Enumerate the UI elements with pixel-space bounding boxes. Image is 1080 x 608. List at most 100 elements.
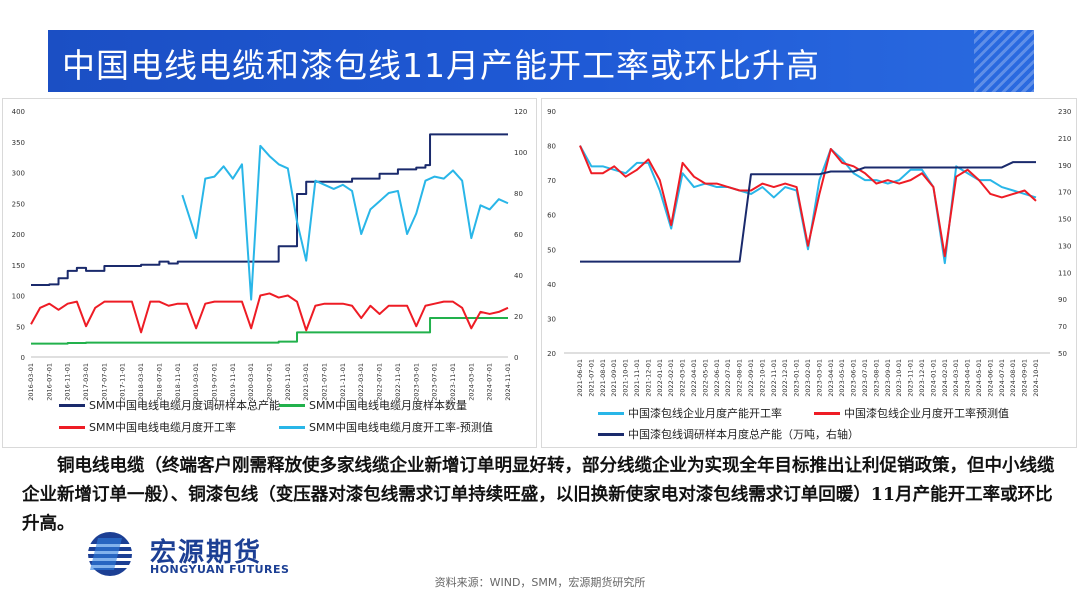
x-tick-label: 2020-07-01 xyxy=(266,363,274,401)
x-tick-label: 2024-05-01 xyxy=(975,359,983,397)
x-tick-label: 2021-07-01 xyxy=(321,363,329,401)
x-tick-label: 2017-03-01 xyxy=(82,363,90,401)
y-right-tick-label: 0 xyxy=(514,354,518,362)
y-left-tick-label: 90 xyxy=(547,108,556,116)
x-tick-label: 2021-10-01 xyxy=(622,359,630,397)
chart-panel-enameled-wire: 20 30 40 50 60 70 80 90 50 70 90 110 130 150 170 190 210… xyxy=(541,98,1077,448)
x-tick-label: 2024-03-01 xyxy=(952,359,960,397)
x-tick-label: 2024-07-01 xyxy=(486,363,494,401)
x-tick-label: 2022-09-01 xyxy=(747,359,755,397)
x-tick-label: 2022-10-01 xyxy=(758,359,766,397)
y-right-tick-label: 190 xyxy=(1058,162,1071,170)
series-line-2 xyxy=(30,292,509,334)
legend-item-enameled-forecast: 中国漆包线企业月度开工率预测值 xyxy=(814,405,1009,421)
x-tick-label: 2022-02-01 xyxy=(667,359,675,397)
x-tick-label: 2016-03-01 xyxy=(27,363,35,401)
x-tick-label: 2023-03-01 xyxy=(412,363,420,401)
x-tick-label: 2016-11-01 xyxy=(64,363,72,401)
y-right-tick-label: 120 xyxy=(514,108,527,116)
legend-label: SMM中国电线电缆月度调研样本总产能 xyxy=(89,399,280,412)
y-right-tick-label: 150 xyxy=(1058,216,1071,224)
y-left-tick-label: 0 xyxy=(21,354,25,362)
x-tick-label: 2023-10-01 xyxy=(895,359,903,397)
x-tick-label: 2023-07-01 xyxy=(431,363,439,401)
x-tick-label: 2023-11-01 xyxy=(449,363,457,401)
y-right-tick-label: 170 xyxy=(1058,189,1071,197)
y-right-tick-label: 210 xyxy=(1058,135,1071,143)
logo-name: 宏源期货 xyxy=(150,538,263,568)
x-tick-label: 2023-03-01 xyxy=(815,359,823,397)
chart-wire-cable: 0 50 100 150 200 250 300 350 400 0 20 40 60 80 100 120 2… xyxy=(12,108,528,401)
x-tick-label: 2018-07-01 xyxy=(155,363,163,401)
x-tick-label: 2022-01-01 xyxy=(656,359,664,397)
chart-panel-wire-cable: 0 50 100 150 200 250 300 350 400 0 20 40 60 80 100 120 2… xyxy=(2,98,537,448)
legend-item-capacity: SMM中国电线电缆月度调研样本总产能 xyxy=(59,397,280,413)
x-tick-label: 2017-11-01 xyxy=(119,363,127,401)
x-tick-label: 2021-11-01 xyxy=(633,359,641,397)
x-tick-label: 2022-11-01 xyxy=(770,359,778,397)
series-line-0 xyxy=(31,133,508,287)
x-tick-label: 2023-01-01 xyxy=(793,359,801,397)
x-tick-label: 2024-01-01 xyxy=(929,359,937,397)
legend-item-sample-count: SMM中国电线电缆月度样本数量 xyxy=(279,397,467,413)
x-tick-label: 2023-06-01 xyxy=(850,359,858,397)
company-logo: 宏源期货 HONGYUAN FUTURES xyxy=(78,530,318,580)
x-tick-label: 2017-07-01 xyxy=(100,363,108,401)
page-title: 中国电线电缆和漆包线11月产能开工率或环比升高 xyxy=(62,46,820,85)
y-left-tick-label: 150 xyxy=(12,262,25,270)
x-tick-label: 2024-11-01 xyxy=(504,363,512,401)
x-tick-label: 2021-07-01 xyxy=(587,359,595,397)
logo-english: HONGYUAN FUTURES xyxy=(150,563,290,576)
x-tick-label: 2024-04-01 xyxy=(964,359,972,397)
x-tick-label: 2021-11-01 xyxy=(339,363,347,401)
x-tick-label: 2022-05-01 xyxy=(701,359,709,397)
x-tick-label: 2023-08-01 xyxy=(872,359,880,397)
y-right-tick-label: 80 xyxy=(514,190,523,198)
legend-item-forecast: SMM中国电线电缆月度开工率-预测值 xyxy=(279,419,493,435)
y-left-tick-label: 400 xyxy=(12,108,25,116)
x-tick-label: 2022-11-01 xyxy=(394,363,402,401)
legend-label: SMM中国电线电缆月度样本数量 xyxy=(309,399,467,412)
logo-emblem-icon xyxy=(82,532,138,576)
y-right-tick-label: 230 xyxy=(1058,108,1071,116)
y-left-tick-label: 200 xyxy=(12,231,25,239)
x-tick-label: 2023-11-01 xyxy=(907,359,915,397)
x-tick-label: 2024-02-01 xyxy=(941,359,949,397)
y-left-tick-label: 50 xyxy=(16,323,25,331)
x-tick-label: 2022-04-01 xyxy=(690,359,698,397)
y-left-tick-label: 300 xyxy=(12,170,25,178)
x-tick-label: 2022-06-01 xyxy=(713,359,721,397)
x-tick-label: 2023-04-01 xyxy=(827,359,835,397)
y-left-tick-label: 50 xyxy=(547,246,556,254)
source-note: 资料来源：WIND，SMM，宏源期货研究所 xyxy=(434,576,646,589)
y-left-tick-label: 250 xyxy=(12,200,25,208)
y-left-tick-label: 100 xyxy=(12,293,25,301)
series-line-1 xyxy=(31,317,508,345)
x-tick-label: 2024-09-01 xyxy=(1021,359,1029,397)
legend-item-enameled-rate: 中国漆包线企业月度产能开工率 xyxy=(598,405,782,421)
y-right-tick-label: 20 xyxy=(514,313,523,321)
x-tick-label: 2018-03-01 xyxy=(137,363,145,401)
x-tick-label: 2024-10-01 xyxy=(1032,359,1040,397)
x-tick-label: 2022-07-01 xyxy=(376,363,384,401)
x-tick-label: 2022-03-01 xyxy=(357,363,365,401)
y-right-tick-label: 110 xyxy=(1058,269,1071,277)
legend-label: SMM中国电线电缆月度开工率-预测值 xyxy=(309,421,493,434)
x-tick-label: 2020-03-01 xyxy=(247,363,255,401)
legend-label: 中国漆包线企业月度开工率预测值 xyxy=(844,407,1009,420)
title-bar: 中国电线电缆和漆包线11月产能开工率或环比升高 xyxy=(48,30,1034,92)
x-tick-label: 2022-07-01 xyxy=(724,359,732,397)
y-right-tick-label: 40 xyxy=(514,272,523,280)
x-tick-label: 2021-06-01 xyxy=(576,359,584,397)
y-left-tick-label: 350 xyxy=(12,139,25,147)
x-tick-label: 2023-09-01 xyxy=(884,359,892,397)
x-tick-label: 2021-09-01 xyxy=(610,359,618,397)
x-tick-label: 2022-08-01 xyxy=(736,359,744,397)
y-left-tick-label: 70 xyxy=(547,177,556,185)
x-tick-label: 2019-03-01 xyxy=(192,363,200,401)
y-right-tick-label: 130 xyxy=(1058,242,1071,250)
y-left-tick-label: 60 xyxy=(547,212,556,220)
y-left-tick-label: 30 xyxy=(547,315,556,323)
x-tick-label: 2021-12-01 xyxy=(644,359,652,397)
y-right-tick-label: 60 xyxy=(514,231,523,239)
